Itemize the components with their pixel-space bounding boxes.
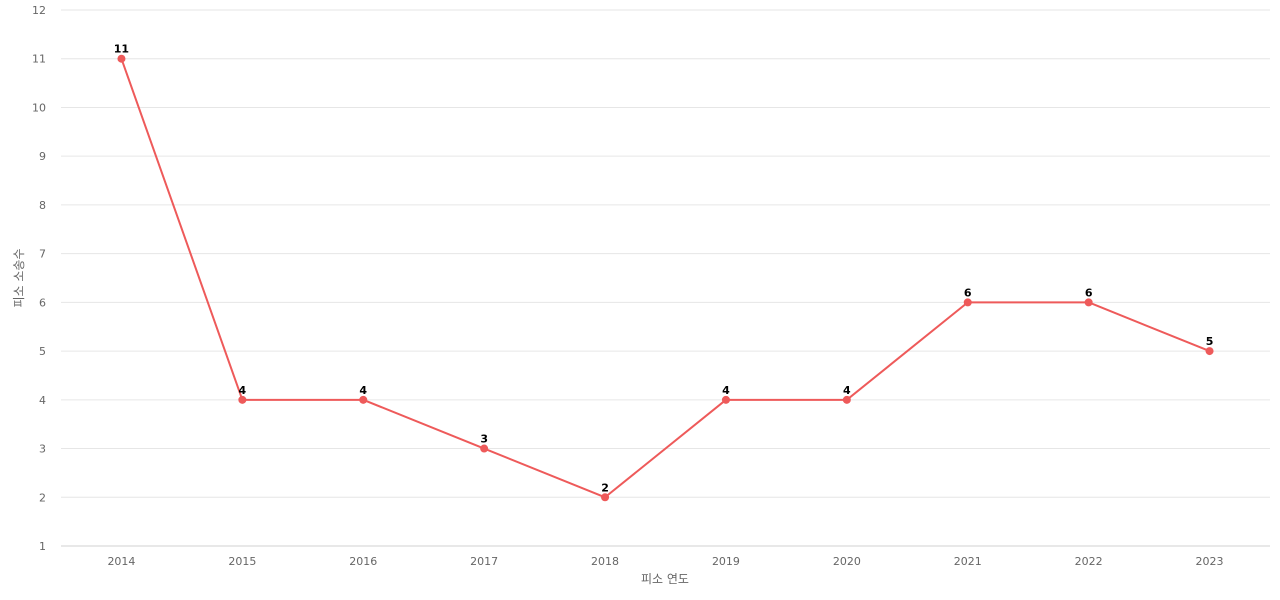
data-point	[480, 444, 489, 453]
x-tick-label: 2017	[470, 555, 498, 568]
data-point	[238, 395, 247, 404]
y-tick-label: 12	[32, 4, 46, 17]
data-label: 5	[1206, 335, 1214, 348]
x-axis-ticks: 2014 2015 2016 2017 2018 2019 2020 2021 2022 2023	[107, 555, 1223, 568]
data-point	[721, 395, 730, 404]
x-tick-label: 2021	[954, 555, 982, 568]
grid-layer	[61, 9, 1270, 547]
y-tick-label: 1	[39, 540, 46, 553]
data-label: 2	[601, 481, 609, 494]
data-label: 11	[114, 43, 129, 56]
x-tick-label: 2018	[591, 555, 619, 568]
data-point	[117, 54, 126, 63]
x-tick-label: 2023	[1196, 555, 1224, 568]
x-tick-label: 2019	[712, 555, 740, 568]
data-label: 4	[843, 384, 851, 397]
x-tick-label: 2016	[349, 555, 377, 568]
y-axis-title: 피소 소송수	[12, 248, 26, 307]
y-tick-label: 7	[39, 248, 46, 261]
y-tick-label: 8	[39, 199, 46, 212]
x-axis-title: 피소 연도	[641, 572, 689, 586]
data-point	[842, 395, 851, 404]
series-line	[120, 58, 1210, 499]
data-label: 4	[722, 384, 730, 397]
data-point	[359, 395, 368, 404]
series-layer	[117, 54, 1214, 502]
data-label: 6	[1085, 286, 1093, 299]
y-tick-label: 5	[39, 345, 46, 358]
x-tick-label: 2015	[228, 555, 256, 568]
x-tick-label: 2022	[1075, 555, 1103, 568]
y-tick-label: 3	[39, 443, 46, 456]
y-tick-label: 10	[32, 101, 46, 114]
data-label: 4	[239, 384, 247, 397]
data-point	[1084, 298, 1093, 307]
data-labels: 11 4 4 3 2 4 4 6 6 5	[114, 43, 1214, 495]
data-label: 4	[359, 384, 367, 397]
data-point	[963, 298, 972, 307]
y-tick-label: 2	[39, 491, 46, 504]
x-tick-label: 2020	[833, 555, 861, 568]
y-tick-label: 4	[39, 394, 46, 407]
y-tick-label: 11	[32, 53, 46, 66]
x-tick-label: 2014	[107, 555, 135, 568]
data-point	[1205, 347, 1214, 356]
data-label: 6	[964, 286, 972, 299]
y-tick-label: 9	[39, 150, 46, 163]
data-label: 3	[480, 433, 488, 446]
data-point	[601, 493, 610, 502]
y-tick-label: 6	[39, 296, 46, 309]
